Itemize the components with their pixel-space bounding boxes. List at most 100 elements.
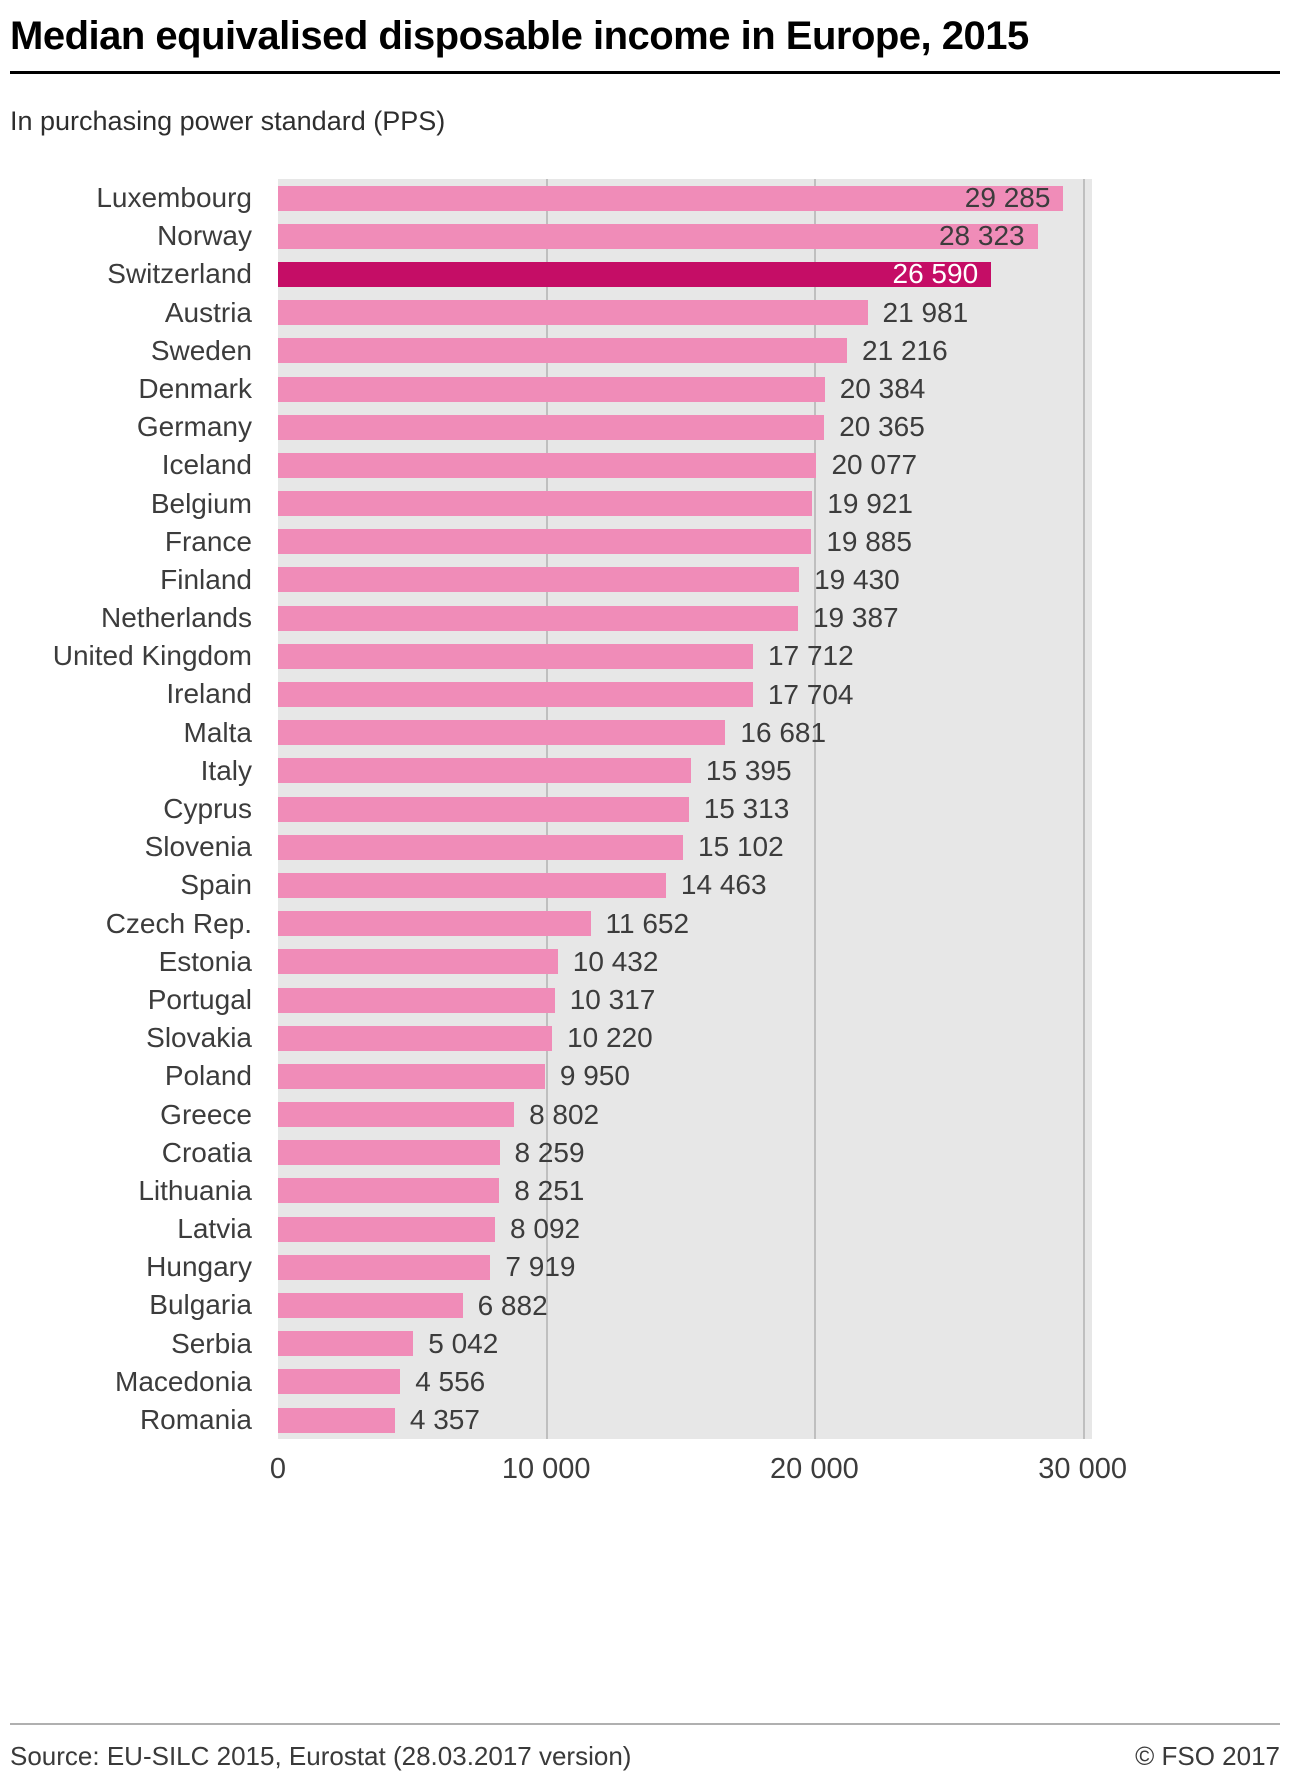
x-axis: 0 10 000 20 000 30 000 (270, 1439, 1127, 1491)
bar-row: 14 463 (278, 866, 1092, 904)
source-text: Source: EU-SILC 2015, Eurostat (28.03.20… (10, 1741, 632, 1771)
value-label: 8 259 (514, 1136, 585, 1168)
value-label: 15 313 (703, 793, 790, 825)
bar-row: 19 387 (278, 599, 1092, 637)
category-label: Lithuania (138, 1174, 252, 1206)
value-label: 19 387 (812, 602, 899, 634)
bar (278, 987, 555, 1013)
bar (278, 338, 848, 364)
bars-container: 29 285 28 323 26 590 21 981 21 216 20 384 20 3… (278, 179, 1092, 1439)
bar (278, 529, 812, 555)
value-label: 4 357 (409, 1404, 480, 1436)
category-label: Czech Rep. (105, 907, 252, 939)
category-label: Sweden (150, 334, 252, 366)
bar (278, 872, 666, 898)
value-label: 8 251 (514, 1174, 585, 1206)
category-label: Latvia (177, 1213, 252, 1245)
value-label: 16 681 (740, 716, 827, 748)
chart-title: Median equivalised disposable income in … (10, 14, 1029, 58)
bar-row: 4 357 (278, 1401, 1092, 1439)
category-label: Austria (164, 296, 252, 328)
bar-row: 11 652 (278, 905, 1092, 943)
bar (278, 1407, 395, 1433)
footer: Source: EU-SILC 2015, Eurostat (28.03.20… (10, 1723, 1280, 1772)
bar (278, 758, 691, 784)
category-label: Bulgaria (149, 1289, 252, 1321)
bar-row: 10 220 (278, 1019, 1092, 1057)
value-label: 14 463 (680, 869, 767, 901)
bar-row: 26 590 (278, 255, 1092, 293)
bar (278, 682, 753, 708)
bar-row: 15 395 (278, 752, 1092, 790)
bar-row: 20 077 (278, 446, 1092, 484)
bar-row: 20 365 (278, 408, 1092, 446)
title-rule (10, 71, 1280, 74)
bar (278, 1293, 463, 1319)
category-label: Ireland (166, 678, 252, 710)
x-axis-tick: 30 000 (1038, 1453, 1127, 1486)
bar (278, 1178, 500, 1204)
x-axis-tick: 10 000 (501, 1453, 591, 1486)
category-label: Slovenia (144, 831, 252, 863)
gridline (814, 179, 817, 1440)
bar (278, 1063, 545, 1089)
value-label: 8 802 (529, 1098, 600, 1130)
category-label: Germany (136, 411, 252, 443)
value-label: 21 216 (862, 334, 948, 366)
category-label: Italy (200, 754, 252, 786)
category-label: Malta (183, 716, 252, 748)
category-label: Finland (160, 563, 252, 595)
gridline (1082, 179, 1085, 1440)
plot-column: 29 285 28 323 26 590 21 981 21 216 20 384 20 3… (270, 179, 1127, 1491)
bar (278, 911, 591, 937)
bar-row: 21 216 (278, 332, 1092, 370)
bar-row: 9 950 (278, 1057, 1092, 1095)
value-label: 15 102 (698, 831, 784, 863)
bar (278, 376, 825, 402)
bar: 28 323 (278, 220, 1038, 251)
bar-row: 5 042 (278, 1325, 1092, 1363)
bar (278, 1369, 401, 1395)
value-label: 4 556 (415, 1365, 486, 1397)
category-label: Luxembourg (96, 182, 252, 213)
bar-row: 20 384 (278, 370, 1092, 408)
category-label: Romania (139, 1404, 252, 1435)
category-label: United Kingdom (52, 640, 252, 672)
category-label: Macedonia (115, 1365, 252, 1397)
value-label: 6 882 (477, 1289, 548, 1321)
footer-rule (10, 1723, 1280, 1725)
bar (278, 1140, 500, 1166)
category-label: Poland (164, 1060, 252, 1092)
category-label: Norway (157, 220, 252, 252)
bar-chart: Luxembourg Norway Switzerland Austria Sweden… (10, 179, 1280, 1491)
bar (278, 1216, 496, 1242)
value-label: 29 285 (964, 182, 1051, 214)
category-label: Estonia (158, 945, 252, 977)
value-label: 10 317 (569, 984, 656, 1016)
bar (278, 452, 817, 478)
value-label: 17 704 (767, 678, 854, 710)
chart-subtitle: In purchasing power standard (PPS) (10, 106, 446, 136)
bar (278, 567, 800, 593)
bar (278, 300, 868, 326)
value-label: 11 652 (605, 907, 690, 939)
bar-row: 7 919 (278, 1248, 1092, 1286)
category-label: Greece (160, 1098, 252, 1130)
category-label: Cyprus (163, 793, 252, 824)
value-label: 20 077 (831, 449, 918, 481)
bar (278, 834, 684, 860)
bar (278, 796, 689, 822)
bar-row: 16 681 (278, 714, 1092, 752)
bar-row: 17 704 (278, 675, 1092, 713)
category-label: Switzerland (107, 258, 252, 290)
value-label: 26 590 (892, 258, 979, 290)
value-label: 9 950 (559, 1060, 630, 1092)
category-label: Slovakia (146, 1022, 252, 1054)
bar-row: 8 259 (278, 1134, 1092, 1172)
value-label: 19 430 (814, 563, 900, 595)
bar (278, 949, 558, 975)
bar (278, 414, 825, 440)
category-label: Portugal (147, 983, 252, 1015)
category-label: Hungary (146, 1251, 252, 1283)
